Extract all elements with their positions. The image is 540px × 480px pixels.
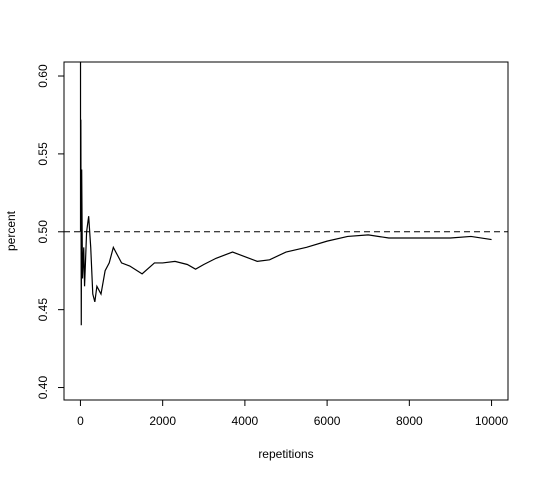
x-tick-label: 6000 — [314, 414, 341, 428]
x-tick-label: 10000 — [475, 414, 509, 428]
x-tick-label: 4000 — [232, 414, 259, 428]
y-axis-label: percent — [4, 210, 18, 251]
plot-box — [63, 61, 509, 401]
x-axis-label: repetitions — [258, 447, 313, 461]
y-tick-label: 0.40 — [36, 376, 50, 400]
x-tick-label: 2000 — [149, 414, 176, 428]
y-tick-label: 0.45 — [36, 298, 50, 322]
data-line — [79, 62, 492, 326]
x-tick-label: 8000 — [396, 414, 423, 428]
y-tick-label: 0.60 — [36, 64, 50, 88]
y-tick-label: 0.50 — [36, 220, 50, 244]
x-tick-label: 0 — [77, 414, 84, 428]
y-tick-label: 0.55 — [36, 142, 50, 166]
